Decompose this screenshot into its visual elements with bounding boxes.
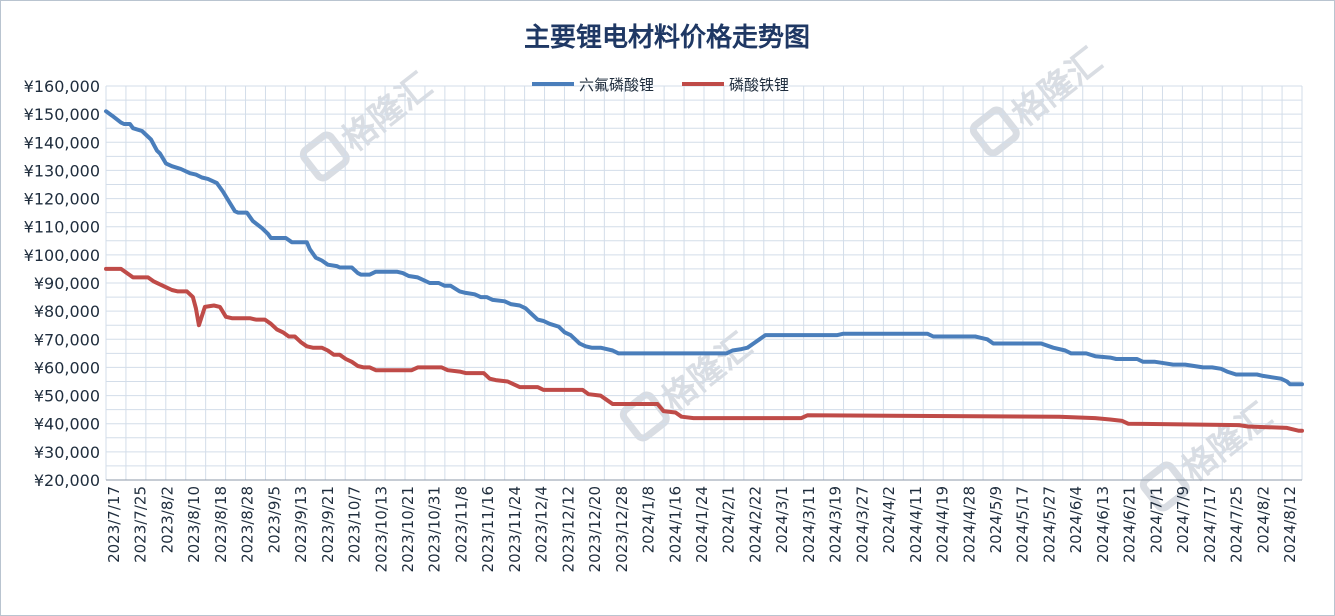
y-tick-label: ¥40,000 — [34, 415, 100, 434]
x-tick-label: 2024/3/11 — [800, 486, 818, 563]
x-tick-label: 2024/8/12 — [1281, 486, 1299, 563]
x-tick-label: 2023/12/4 — [533, 486, 551, 563]
x-tick-label: 2024/1/24 — [693, 486, 711, 563]
legend: 六氟磷酸锂 磷酸铁锂 — [532, 76, 789, 94]
x-tick-label: 2024/3/1 — [773, 486, 791, 553]
y-tick-label: ¥50,000 — [34, 387, 100, 406]
x-tick-label: 2023/8/10 — [185, 486, 203, 563]
x-tick-label: 2024/5/27 — [1040, 486, 1058, 563]
x-axis-tick-labels: 2023/7/17 2023/7/25 2023/8/2 2023/8/10 2023/… — [105, 486, 1299, 572]
y-tick-label: ¥110,000 — [24, 218, 100, 237]
y-tick-label: ¥120,000 — [24, 190, 100, 209]
y-tick-label: ¥30,000 — [34, 443, 100, 462]
y-tick-label: ¥150,000 — [24, 105, 100, 124]
x-tick-label: 2023/12/12 — [559, 486, 577, 572]
series-line-1 — [104, 266, 1304, 433]
x-tick-label: 2023/9/5 — [265, 486, 283, 553]
y-tick-label: ¥60,000 — [34, 358, 100, 377]
x-tick-label: 2024/6/13 — [1094, 486, 1112, 563]
x-tick-label: 2023/11/16 — [479, 486, 497, 572]
legend-label-series-1: 磷酸铁锂 — [729, 76, 789, 94]
x-tick-label: 2024/5/9 — [987, 486, 1005, 553]
x-tick-label: 2024/7/1 — [1147, 486, 1165, 553]
x-tick-label: 2024/6/21 — [1121, 486, 1139, 563]
x-tick-label: 2024/7/17 — [1201, 486, 1219, 563]
x-tick-label: 2024/2/22 — [746, 486, 764, 563]
x-tick-label: 2023/12/28 — [613, 486, 631, 572]
x-tick-label: 2024/8/2 — [1254, 486, 1272, 553]
x-tick-label: 2023/11/24 — [506, 486, 524, 572]
x-tick-label: 2024/1/16 — [666, 486, 684, 563]
x-tick-label: 2023/9/21 — [319, 486, 337, 563]
x-tick-label: 2024/7/9 — [1174, 486, 1192, 553]
chart-title: 主要锂电材料价格走势图 — [524, 22, 810, 53]
x-tick-label: 2024/1/8 — [640, 486, 658, 553]
x-tick-label: 2024/7/25 — [1228, 486, 1246, 563]
x-tick-label: 2024/6/4 — [1067, 486, 1085, 553]
x-tick-label: 2023/7/17 — [105, 486, 123, 563]
y-tick-label: ¥70,000 — [34, 330, 100, 349]
x-tick-label: 2023/10/7 — [346, 486, 364, 563]
series-lines — [104, 109, 1304, 433]
x-tick-label: 2024/4/19 — [934, 486, 952, 563]
x-tick-label: 2024/3/27 — [853, 486, 871, 563]
x-tick-label: 2023/12/20 — [586, 486, 604, 572]
x-tick-label: 2023/10/13 — [372, 486, 390, 572]
x-tick-label: 2023/10/31 — [426, 486, 444, 572]
x-tick-label: 2024/4/2 — [880, 486, 898, 553]
y-axis-tick-labels: ¥20,000 ¥30,000 ¥40,000 ¥50,000 ¥60,000 ¥70,0… — [24, 77, 100, 490]
x-tick-label: 2024/4/28 — [960, 486, 978, 563]
x-tick-label: 2023/10/21 — [399, 486, 417, 572]
x-tick-label: 2024/4/11 — [907, 486, 925, 563]
y-tick-label: ¥80,000 — [34, 302, 100, 321]
x-tick-label: 2023/8/28 — [239, 486, 257, 563]
series-line-0 — [104, 109, 1304, 387]
y-tick-label: ¥130,000 — [24, 161, 100, 180]
y-tick-label: ¥160,000 — [24, 77, 100, 96]
y-tick-label: ¥100,000 — [24, 246, 100, 265]
x-tick-label: 2023/8/18 — [212, 486, 230, 563]
x-tick-label: 2023/8/2 — [158, 486, 176, 553]
x-tick-label: 2024/3/19 — [827, 486, 845, 563]
watermark-logo-icon — [1139, 461, 1190, 512]
y-tick-label: ¥90,000 — [34, 274, 100, 293]
y-tick-label: ¥20,000 — [34, 471, 100, 490]
x-tick-label: 2024/2/1 — [720, 486, 738, 553]
x-tick-label: 2024/5/17 — [1014, 486, 1032, 563]
legend-label-series-0: 六氟磷酸锂 — [579, 76, 654, 94]
x-tick-label: 2023/7/25 — [132, 486, 150, 563]
grid-lines — [105, 85, 1303, 481]
x-tick-label: 2023/11/8 — [452, 486, 470, 563]
x-tick-label: 2023/9/13 — [292, 486, 310, 563]
y-tick-label: ¥140,000 — [24, 133, 100, 152]
watermark-logo-icon — [299, 131, 350, 182]
